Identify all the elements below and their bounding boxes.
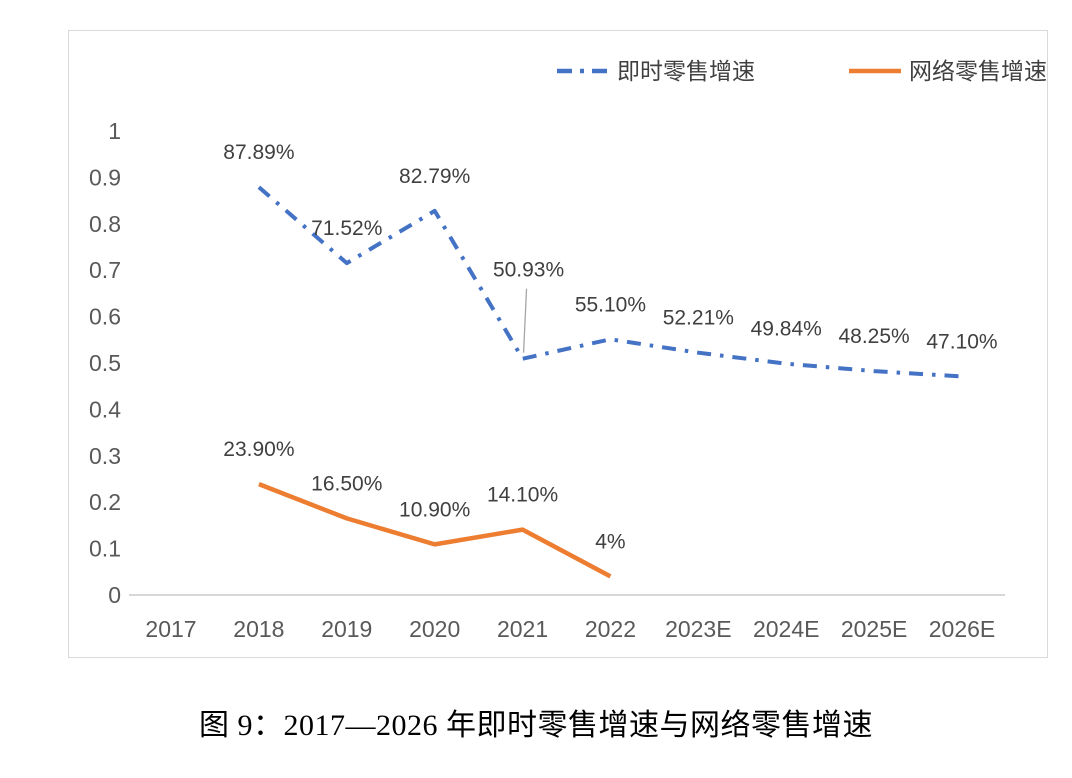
data-label: 47.10%: [926, 330, 997, 353]
data-label: 4%: [595, 530, 625, 553]
data-label: 16.50%: [311, 472, 382, 495]
y-axis-tick-label: 0.5: [89, 350, 121, 376]
series-line-1: [258, 482, 612, 579]
x-axis-tick-label: 2020: [409, 616, 460, 642]
data-label: 49.84%: [751, 318, 822, 341]
x-axis-tick-label: 2018: [233, 616, 284, 642]
label-leader-line: [522, 288, 528, 353]
y-axis-tick-label: 0.7: [89, 257, 121, 283]
x-axis-tick-label: 2024E: [753, 616, 820, 642]
data-label: 10.90%: [399, 498, 470, 521]
x-axis-tick-label: 2025E: [841, 616, 908, 642]
y-axis-tick-label: 0.8: [89, 211, 121, 237]
y-axis-tick-label: 0.2: [89, 489, 121, 515]
x-axis-tick-label: 2026E: [929, 616, 996, 642]
figure-caption: 图 9：2017—2026 年即时零售增速与网络零售增速: [199, 709, 873, 742]
x-axis-tick-label: 2023E: [665, 616, 732, 642]
data-label: 23.90%: [223, 438, 294, 461]
x-axis-tick-label: 2022: [585, 616, 636, 642]
data-label: 87.89%: [223, 141, 294, 164]
y-axis-tick-label: 0.1: [89, 536, 121, 562]
data-label: 48.25%: [838, 325, 909, 348]
x-axis-tick-label: 2019: [321, 616, 372, 642]
data-label: 82.79%: [399, 165, 470, 188]
legend-label-0: 即时零售增速: [617, 58, 755, 84]
y-axis-tick-label: 0: [108, 582, 121, 608]
y-axis-tick-label: 0.3: [89, 443, 121, 469]
line-chart: 0 0.1 0.2 0.3 0.4 0.5 0.6 0.7 0.8 0.9 1 2017 2018 201…: [89, 58, 1047, 642]
legend-label-1: 网络零售增速: [909, 58, 1047, 84]
series-line-0: [257, 185, 963, 379]
data-label: 71.52%: [311, 217, 382, 240]
data-label: 14.10%: [487, 484, 558, 507]
y-axis-tick-label: 0.4: [89, 396, 121, 422]
y-axis-tick-label: 0.6: [89, 304, 121, 330]
x-axis-tick-label: 2017: [145, 616, 196, 642]
data-label: 55.10%: [575, 293, 646, 316]
y-axis-tick-label: 0.9: [89, 164, 121, 190]
data-label: 52.21%: [663, 307, 734, 330]
chart-container: 0 0.1 0.2 0.3 0.4 0.5 0.6 0.7 0.8 0.9 1 2017 2018 201…: [68, 30, 1048, 658]
data-label: 50.93%: [493, 259, 564, 282]
y-axis-tick-label: 1: [108, 118, 121, 144]
x-axis-tick-label: 2021: [497, 616, 548, 642]
